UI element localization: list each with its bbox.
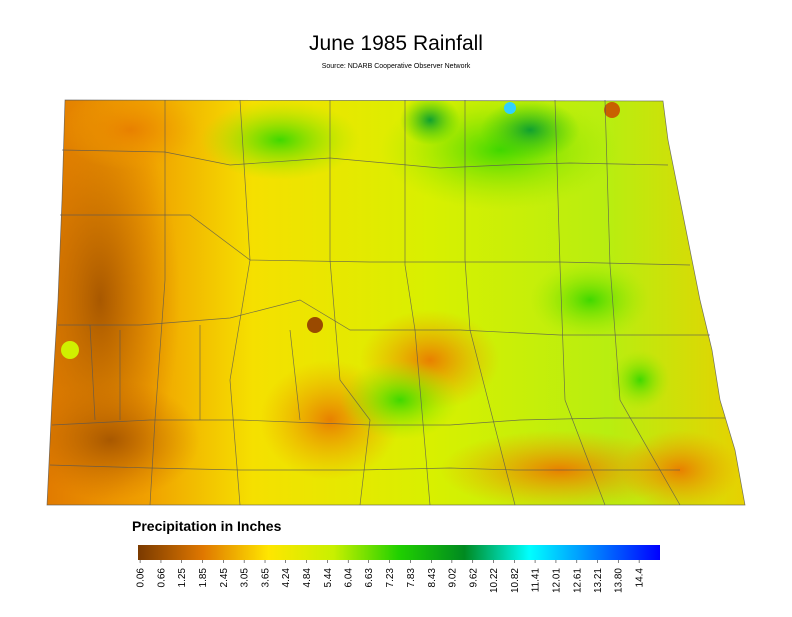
tick-label: 0.06 <box>136 568 147 588</box>
map-title: June 1985 Rainfall <box>309 32 483 55</box>
tick-label: 11.41 <box>531 568 542 593</box>
tick-label: 5.44 <box>323 568 334 588</box>
tick-label: 4.84 <box>302 568 313 588</box>
tick-label: 3.65 <box>261 568 272 588</box>
tick-label: 4.24 <box>281 568 292 588</box>
tick-label: 7.83 <box>406 568 417 588</box>
map-source: Source: NDARB Cooperative Observer Netwo… <box>322 63 471 70</box>
tick-label: 12.61 <box>572 568 583 593</box>
tick-label: 10.22 <box>489 568 500 593</box>
tick-label: 6.04 <box>344 568 355 588</box>
rainfall-surface <box>47 100 745 505</box>
tick-label: 3.05 <box>240 568 251 588</box>
tick-label: 9.62 <box>468 568 479 588</box>
tick-label: 1.25 <box>177 568 188 588</box>
legend-title: Precipitation in Inches <box>132 518 282 534</box>
tick-label: 13.21 <box>593 568 604 593</box>
tick-label: 12.01 <box>551 568 562 593</box>
tick-label: 2.45 <box>219 568 230 588</box>
tick-label: 9.02 <box>447 568 458 588</box>
tick-label: 14.4 <box>635 568 646 588</box>
tick-label: 6.63 <box>364 568 375 588</box>
tick-label: 7.23 <box>385 568 396 588</box>
legend-ticks: 0.06 0.66 1.25 1.85 2.45 3.05 3.65 4.24 4.84 5.44… <box>136 560 646 593</box>
tick-label: 10.82 <box>510 568 521 593</box>
tick-label: 13.80 <box>614 568 625 593</box>
tick-label: 1.85 <box>198 568 209 588</box>
color-scale <box>138 545 660 560</box>
county-lines <box>46 99 746 506</box>
tick-label: 0.66 <box>156 568 167 588</box>
tick-label: 8.43 <box>427 568 438 588</box>
